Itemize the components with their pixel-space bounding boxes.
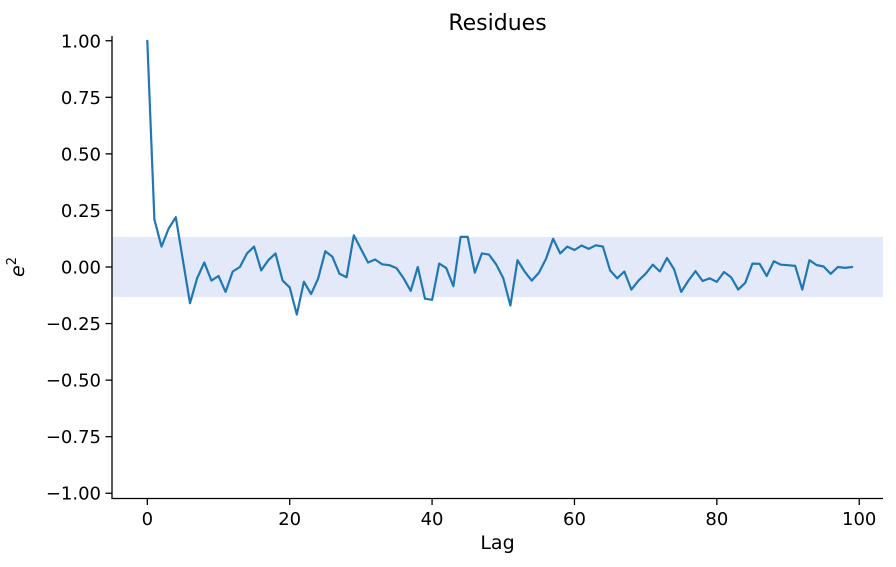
y-tick-label: −0.50 [46, 371, 101, 392]
y-tick-label: 0.75 [61, 88, 101, 109]
plot-area: 0 20 40 60 80 100 1.00 0.75 0.50 0.25 0.00 −0.25 −0.… [46, 31, 883, 530]
residue-line [146, 39, 854, 316]
chart-title: Residues [448, 11, 546, 36]
y-axis-label: e2 [5, 257, 29, 277]
y-tick-label: 1.00 [61, 31, 101, 52]
y-tick-label: 0.00 [61, 258, 101, 279]
x-tick-label: 100 [842, 509, 876, 530]
y-tick-label: −0.25 [46, 314, 101, 335]
y-tick-label: −0.75 [46, 427, 101, 448]
x-tick-label: 60 [563, 509, 586, 530]
y-tick-label: −1.00 [46, 484, 101, 505]
y-axis-label-base: e [7, 265, 29, 277]
y-tick-label: 0.25 [61, 201, 101, 222]
x-axis-label: Lag [480, 532, 514, 554]
x-tick-label: 40 [421, 509, 444, 530]
y-axis-label-exponent: 2 [5, 257, 20, 265]
x-tick-label: 80 [705, 509, 728, 530]
x-tick-label: 20 [278, 509, 301, 530]
y-tick-label: 0.50 [61, 144, 101, 165]
x-tick-label: 0 [142, 509, 153, 530]
